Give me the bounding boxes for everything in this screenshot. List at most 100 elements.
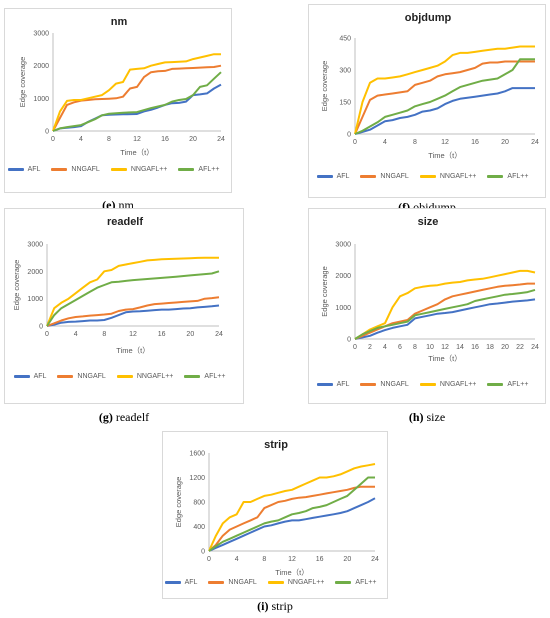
- legend-item: AFL++: [184, 373, 225, 380]
- series-line-nngaflpp: [354, 269, 536, 340]
- x-tick-label: 0: [353, 139, 357, 146]
- legend-swatch: [51, 168, 68, 171]
- x-tick-label: 16: [471, 139, 479, 146]
- legend-swatch: [360, 175, 377, 178]
- legend-swatch: [267, 581, 284, 584]
- legend: AFL NNGAFL NNGAFL++ AFL++: [309, 381, 547, 388]
- legend-item: NNGAFL: [57, 373, 106, 380]
- x-tick-label: 24: [371, 556, 379, 563]
- legend-item: AFL++: [487, 381, 528, 388]
- legend-label: AFL: [27, 166, 41, 173]
- legend: AFL NNGAFL NNGAFL++ AFL++: [309, 173, 547, 180]
- series-line-aflpp: [354, 58, 535, 135]
- y-tick-label: 0: [39, 324, 43, 331]
- legend-label: NNGAFL: [228, 579, 257, 586]
- series-line-aflpp: [52, 71, 222, 132]
- y-tick-label: 0: [45, 129, 49, 136]
- x-tick-label: 24: [531, 344, 539, 351]
- series-line-nngafl: [208, 485, 375, 552]
- legend-item: NNGAFL++: [267, 579, 325, 586]
- x-tick-label: 4: [235, 556, 239, 563]
- legend-item: AFL: [7, 166, 41, 173]
- legend-item: NNGAFL: [360, 381, 409, 388]
- x-tick-label: 20: [501, 344, 509, 351]
- chart-title: strip: [264, 439, 288, 451]
- legend-swatch: [316, 175, 333, 178]
- legend-label: NNGAFL: [380, 381, 409, 388]
- legend-item: AFL: [13, 373, 47, 380]
- y-axis-label: Edge coverage: [320, 61, 329, 111]
- legend-item: NNGAFL: [208, 579, 257, 586]
- x-tick-label: 20: [189, 136, 197, 143]
- legend-item: AFL++: [487, 173, 528, 180]
- y-tick-label: 150: [339, 100, 351, 107]
- chart-svg: readelf 0 1000 2000 3000 0 4 8 12 16 20 24 Time（t） Ed…: [12, 216, 223, 355]
- legend-label: AFL++: [198, 166, 220, 173]
- legend-item: NNGAFL++: [419, 381, 477, 388]
- legend-label: NNGAFL++: [439, 381, 477, 388]
- y-tick-label: 3000: [33, 31, 49, 38]
- series-line-afl: [208, 497, 376, 552]
- legend-swatch: [335, 581, 352, 584]
- chart-title: objdump: [405, 12, 452, 24]
- legend-label: AFL++: [204, 373, 226, 380]
- y-tick-label: 1000: [335, 305, 351, 312]
- series-line-aflpp: [46, 270, 220, 327]
- x-tick-label: 24: [215, 331, 223, 338]
- x-tick-label: 14: [456, 344, 464, 351]
- series-line-nngafl: [354, 60, 535, 135]
- x-axis-label: Time（t）: [275, 568, 308, 577]
- series-line-nngafl: [52, 64, 222, 132]
- x-tick-label: 16: [158, 331, 166, 338]
- x-tick-label: 8: [107, 136, 111, 143]
- chart-svg: objdump 0 150 300 450 0 4 8 12 16 20 24 Time（t） Edge …: [320, 12, 539, 160]
- legend-item: AFL++: [178, 166, 219, 173]
- legend-label: NNGAFL++: [136, 373, 174, 380]
- chart-title: readelf: [107, 216, 143, 228]
- series-line-afl: [46, 304, 220, 327]
- legend-swatch: [184, 375, 201, 378]
- chart-svg: nm 0 1000 2000 3000 0 4 8 12 16 20 24 Time（t） Edge co…: [18, 16, 225, 157]
- x-tick-label: 24: [217, 136, 225, 143]
- legend-label: NNGAFL++: [287, 579, 325, 586]
- caption-strip: (i) strip: [257, 599, 293, 613]
- legend-swatch: [360, 383, 377, 386]
- legend-swatch: [419, 383, 436, 386]
- caption-size: (h) size: [408, 410, 446, 424]
- y-axis-label: Edge coverage: [174, 477, 183, 527]
- legend-swatch: [164, 581, 181, 584]
- y-tick-label: 1000: [33, 96, 49, 103]
- x-axis-label: Time（t）: [116, 346, 149, 355]
- x-tick-label: 4: [383, 344, 387, 351]
- legend-label: AFL++: [507, 173, 529, 180]
- chart-panel-objdump: objdump 0 150 300 450 0 4 8 12 16 20 24 Time（t） Edge …: [308, 4, 546, 198]
- legend-label: NNGAFL: [71, 166, 100, 173]
- x-tick-label: 16: [161, 136, 169, 143]
- x-axis-label: Time（t）: [428, 354, 461, 363]
- y-axis-label: Edge coverage: [18, 57, 27, 107]
- series-line-nngaflpp: [354, 45, 535, 135]
- chart-panel-size: size 0 1000 2000 3000 0 2 4 6 8 10 12 14 16 18 20 22 24 Ti…: [308, 208, 546, 404]
- legend-item: NNGAFL++: [116, 373, 174, 380]
- y-tick-label: 3000: [27, 242, 43, 249]
- x-tick-label: 12: [133, 136, 141, 143]
- x-tick-label: 16: [316, 556, 324, 563]
- legend-label: AFL++: [507, 381, 529, 388]
- y-tick-label: 1600: [189, 451, 205, 458]
- legend-label: AFL: [33, 373, 47, 380]
- legend-swatch: [178, 168, 195, 171]
- legend-swatch: [208, 581, 225, 584]
- y-tick-label: 2000: [33, 63, 49, 70]
- x-tick-label: 10: [426, 344, 434, 351]
- series-line-nngaflpp: [208, 463, 376, 552]
- chart-panel-readelf: readelf 0 1000 2000 3000 0 4 8 12 16 20 24 Time（t） Ed…: [4, 208, 244, 404]
- legend-label: NNGAFL: [380, 173, 409, 180]
- y-axis-label: Edge coverage: [12, 260, 21, 310]
- x-axis-label: Time（t）: [120, 148, 153, 157]
- x-tick-label: 0: [353, 344, 357, 351]
- y-tick-label: 3000: [335, 242, 351, 249]
- series-line-afl: [354, 298, 536, 340]
- y-tick-label: 2000: [335, 273, 351, 280]
- x-tick-label: 18: [486, 344, 494, 351]
